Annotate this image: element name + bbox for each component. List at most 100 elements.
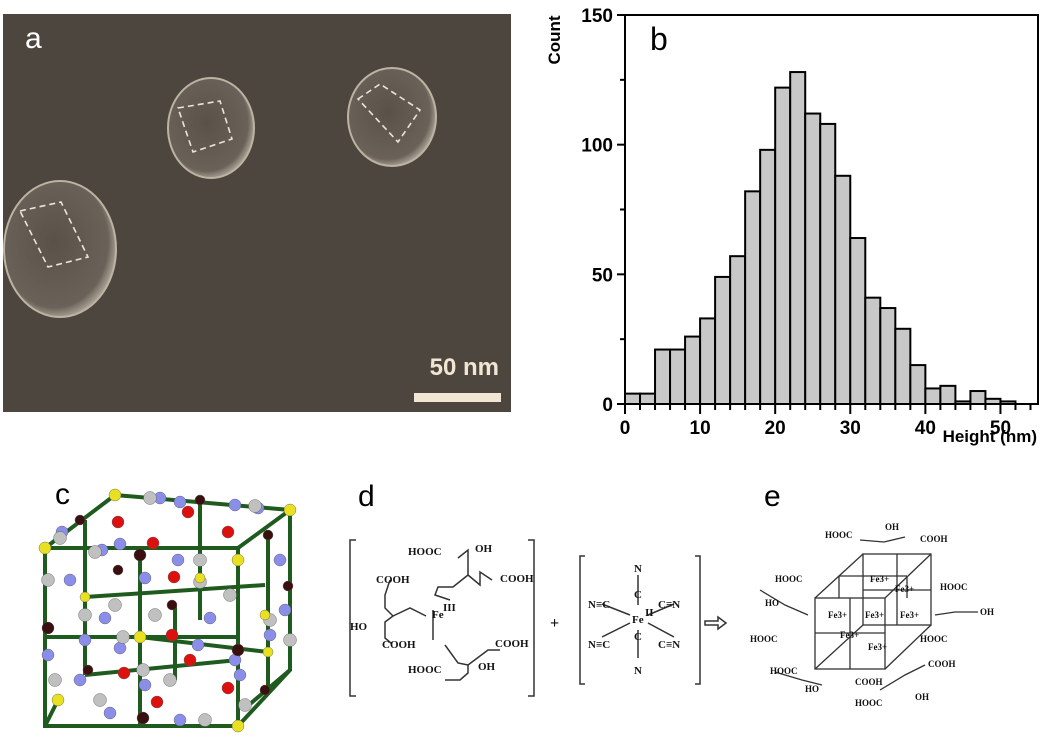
functional-group-label: OH (475, 543, 493, 555)
afm-image-panel: a 50 nm (3, 14, 511, 412)
atom (148, 608, 162, 622)
functional-group-label: HOOC (825, 530, 853, 540)
histogram-bar (789, 71, 807, 405)
atom (231, 719, 245, 733)
x-tick-label: 30 (840, 418, 861, 439)
ligand-label: C (634, 589, 642, 601)
atom (203, 611, 217, 625)
atom (78, 608, 92, 622)
atom (231, 643, 245, 657)
histogram-bar (879, 307, 897, 405)
atom (112, 564, 124, 576)
atom (116, 630, 130, 644)
atom (103, 706, 117, 720)
atom (262, 646, 274, 658)
iron-ion-label: Fe3+ (870, 574, 889, 584)
functional-group-label: HO (805, 684, 819, 694)
histogram-bar (864, 296, 882, 406)
functional-group-label: HO (765, 598, 779, 608)
atom (198, 713, 212, 727)
y-tick-label: 150 (581, 6, 613, 27)
atom (167, 570, 181, 584)
atom (263, 628, 277, 642)
histogram-bars (624, 71, 1017, 406)
atom (41, 573, 55, 587)
functional-group-label: HOOC (940, 582, 968, 592)
atom (194, 572, 206, 584)
functional-group-label: OH (478, 661, 496, 673)
atom (278, 603, 292, 617)
iron-ion-label: Fe3+ (828, 610, 847, 620)
atom (133, 630, 147, 644)
ligand-label: C (634, 631, 642, 643)
scale-bar-label: 50 nm (429, 354, 499, 381)
functional-group-label: COOH (855, 677, 883, 687)
functional-group-label: HOOC (770, 666, 798, 676)
histogram-bar (909, 364, 927, 406)
x-tick-label: 20 (765, 418, 786, 439)
iron-center-label: Fe (432, 609, 444, 621)
iron-ion-label: Fe3+ (895, 584, 914, 594)
atom (113, 537, 127, 551)
atom (82, 664, 94, 676)
atom (93, 693, 107, 707)
atom (138, 571, 152, 585)
iron-center-label: Fe (632, 614, 644, 626)
x-axis-label: Height (nm) (943, 427, 1037, 446)
atom (38, 541, 52, 555)
atom (259, 684, 271, 696)
histogram-bar (699, 317, 717, 406)
atom (133, 548, 147, 562)
atom (146, 536, 160, 550)
y-tick-label: 100 (581, 136, 613, 157)
atom (221, 525, 235, 539)
atom (150, 695, 164, 709)
atom (259, 609, 271, 621)
oxidation-state-label: III (443, 602, 456, 614)
plus-sign: + (550, 615, 559, 632)
atom (166, 599, 178, 611)
ligand-label: N≡C (588, 599, 610, 611)
functional-group-label: COOH (382, 639, 416, 651)
histogram-bar (804, 112, 822, 406)
panel-c-label: c (55, 478, 70, 511)
functional-group-label: HO (350, 621, 368, 633)
atom (238, 698, 252, 712)
atom (231, 553, 245, 567)
atom (173, 495, 187, 509)
x-tick-label: 0 (620, 418, 631, 439)
functional-group-label: COOH (376, 574, 410, 586)
histogram-bar (969, 390, 987, 405)
x-axis: 0 10 20 30 40 50 (620, 404, 1032, 439)
histogram-bar (834, 174, 852, 405)
atom (117, 666, 131, 680)
atom (136, 711, 150, 725)
atom (63, 573, 77, 587)
citrate-capped-structure: Fe3+ Fe3+ Fe3+ Fe3+ Fe3+ Fe3+ Fe3+ HOOC OH COOH HO… (750, 522, 994, 708)
y-tick-label: 0 (602, 395, 613, 416)
atom (248, 499, 262, 513)
atom (273, 553, 287, 567)
atom (53, 531, 67, 545)
atom (163, 673, 177, 687)
atom (78, 633, 92, 647)
panel-b-label: b (650, 21, 668, 57)
atom (98, 611, 112, 625)
atom (233, 668, 247, 682)
functional-group-label: OH (885, 522, 899, 532)
oxidation-state-label: II (645, 607, 654, 619)
atom (165, 628, 179, 642)
atom (88, 545, 102, 559)
panel-d-label: d (358, 480, 375, 513)
atom (79, 591, 91, 603)
atom (113, 641, 127, 655)
atom (191, 638, 205, 652)
atom (181, 505, 195, 519)
histogram-bar (939, 384, 957, 406)
atom (138, 678, 152, 692)
x-tick-label: 10 (690, 418, 711, 439)
functional-group-label: OH (915, 692, 929, 702)
histogram-bar (819, 122, 837, 405)
